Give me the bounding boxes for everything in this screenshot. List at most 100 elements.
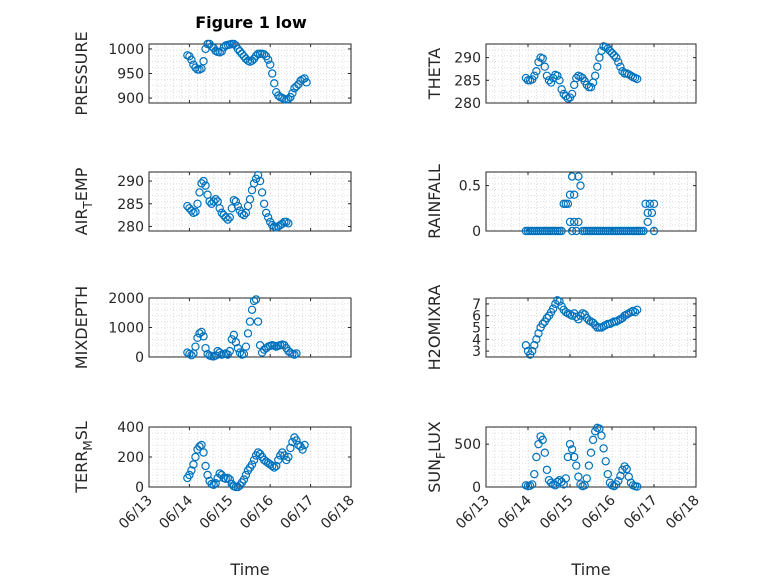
data-point <box>193 199 202 208</box>
y-tick-label: 0 <box>135 480 144 496</box>
data-point <box>197 179 206 188</box>
figure-title: Figure 1 low <box>195 13 307 32</box>
data-point <box>191 452 200 462</box>
data-point <box>567 311 577 320</box>
y-tick-label: 3 <box>472 344 481 360</box>
data-point <box>284 219 293 228</box>
data-point <box>525 481 535 490</box>
y-tick-label: 950 <box>117 67 144 83</box>
data-point <box>193 333 202 343</box>
data-point <box>270 79 279 88</box>
data-point <box>538 54 547 63</box>
data-point <box>576 72 585 81</box>
data-point <box>553 71 562 80</box>
axes-box <box>485 426 697 488</box>
x-tick-label: 06/18 <box>663 493 703 533</box>
x-tick-label: 06/18 <box>318 493 358 533</box>
x-tick-label: 06/15 <box>197 493 237 533</box>
x-tick-label: 06/16 <box>579 492 619 532</box>
data-point <box>528 480 537 489</box>
y-tick-label: 0 <box>135 350 144 366</box>
data-point <box>633 74 642 84</box>
subplot-4: 0 0.5 RAINFALL <box>425 164 697 240</box>
data-point <box>235 348 245 357</box>
x-tick-label: 06/17 <box>621 493 661 533</box>
data-point <box>599 444 608 453</box>
data-point <box>649 226 659 236</box>
data-point <box>225 475 234 484</box>
data-point <box>199 332 208 341</box>
data-point <box>245 195 255 204</box>
data-point <box>237 209 247 218</box>
data-point <box>574 217 583 227</box>
y-axis-label: PRESSURE <box>72 31 91 115</box>
y-axis-label-rest: LUX <box>425 421 444 452</box>
data-point <box>532 67 541 76</box>
data-point <box>187 55 196 64</box>
data-point <box>270 463 279 472</box>
data-point <box>565 217 575 227</box>
data-point <box>582 474 592 483</box>
data-point <box>223 215 232 224</box>
y-axis-label: SUNFLUX <box>425 421 448 493</box>
data-point <box>199 448 208 457</box>
data-point <box>247 460 257 469</box>
data-point <box>549 304 558 313</box>
y-tick-label: 285 <box>454 73 481 89</box>
data-point <box>633 305 642 314</box>
data-point <box>572 226 581 236</box>
data-point <box>605 46 615 56</box>
data-point <box>201 181 210 190</box>
x-axis-label: Time <box>570 560 610 579</box>
data-point <box>563 452 573 462</box>
data-point <box>591 71 600 80</box>
data-point <box>229 330 239 340</box>
x-axis-label: Time <box>229 560 269 579</box>
data-point <box>601 457 610 466</box>
data-point <box>292 436 301 445</box>
data-point <box>290 350 299 359</box>
data-point <box>534 329 543 338</box>
data-point <box>588 435 598 445</box>
y-tick-label: 500 <box>454 437 481 453</box>
data-point <box>572 73 581 83</box>
data-point <box>191 63 200 72</box>
data-point <box>225 346 234 356</box>
data-point <box>253 170 263 180</box>
data-point <box>570 452 579 462</box>
y-axis-label: TERRMSL <box>72 421 95 494</box>
y-axis-label-subscript: F <box>434 452 448 459</box>
data-point <box>274 455 283 465</box>
data-point <box>561 474 571 483</box>
data-point <box>187 206 196 215</box>
data-point <box>555 297 564 306</box>
data-point <box>570 190 579 199</box>
data-point <box>609 51 619 60</box>
x-tick-label: 06/13 <box>116 493 156 533</box>
data-point <box>235 47 245 56</box>
axes-box <box>485 43 697 104</box>
data-point <box>630 307 640 317</box>
data-point <box>559 89 568 99</box>
data-point <box>284 94 293 104</box>
data-point <box>259 199 269 208</box>
x-tick-label: 06/13 <box>453 493 493 533</box>
data-point <box>546 478 556 487</box>
data-point <box>233 343 243 353</box>
data-point <box>286 92 295 102</box>
data-point <box>572 312 581 322</box>
axes-box <box>148 171 352 232</box>
data-point <box>223 473 232 483</box>
data-point <box>249 455 259 465</box>
data-point <box>645 199 655 208</box>
data-point <box>221 349 230 358</box>
data-point <box>211 479 220 488</box>
data-point <box>302 78 311 87</box>
y-tick-label: 280 <box>117 219 144 235</box>
data-point <box>229 39 239 49</box>
y-axis-label-rest: SL <box>72 421 91 440</box>
data-point <box>209 480 218 489</box>
data-point <box>584 461 594 470</box>
data-point <box>530 341 539 350</box>
data-point <box>649 199 659 208</box>
